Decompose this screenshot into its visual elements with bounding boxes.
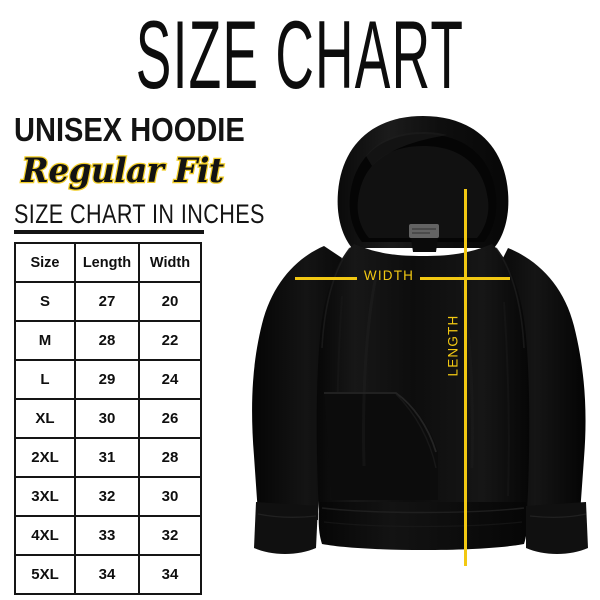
cell-width: 30 — [138, 476, 202, 517]
cell-length: 32 — [74, 476, 140, 517]
cell-width: 32 — [138, 515, 202, 556]
table-row: S 27 20 — [14, 281, 202, 322]
cell-length: 30 — [74, 398, 140, 439]
product-type-heading: UNISEX HOODIE — [14, 111, 245, 148]
cell-size: 5XL — [14, 554, 76, 595]
info-panel: UNISEX HOODIE Regular Fit SIZE CHART IN … — [14, 111, 264, 595]
cell-length: 28 — [74, 320, 140, 361]
cell-size: XL — [14, 398, 76, 439]
table-caption: SIZE CHART IN INCHES — [14, 199, 265, 229]
cell-length: 33 — [74, 515, 140, 556]
cell-width: 24 — [138, 359, 202, 400]
page-title: SIZE CHART — [135, 1, 465, 110]
cell-size: 4XL — [14, 515, 76, 556]
cell-width: 20 — [138, 281, 202, 322]
cell-length: 29 — [74, 359, 140, 400]
cell-width: 28 — [138, 437, 202, 478]
cell-width: 22 — [138, 320, 202, 361]
cell-size: M — [14, 320, 76, 361]
table-header-row: Size Length Width — [14, 242, 202, 283]
cell-width: 26 — [138, 398, 202, 439]
cell-width: 34 — [138, 554, 202, 595]
cell-size: L — [14, 359, 76, 400]
table-row: 5XL 34 34 — [14, 554, 202, 595]
cell-length: 27 — [74, 281, 140, 322]
table-row: XL 30 26 — [14, 398, 202, 439]
column-header-length: Length — [74, 242, 140, 283]
fit-type-heading: Regular Fit — [20, 150, 225, 193]
table-row: 3XL 32 30 — [14, 476, 202, 517]
cell-length: 34 — [74, 554, 140, 595]
cell-size: 2XL — [14, 437, 76, 478]
cell-size: S — [14, 281, 76, 322]
size-table: Size Length Width S 27 20 M 28 22 L — [14, 242, 202, 595]
table-row: L 29 24 — [14, 359, 202, 400]
cell-size: 3XL — [14, 476, 76, 517]
table-row: M 28 22 — [14, 320, 202, 361]
cell-length: 31 — [74, 437, 140, 478]
table-row: 4XL 33 32 — [14, 515, 202, 556]
caption-underline — [14, 230, 204, 234]
table-row: 2XL 31 28 — [14, 437, 202, 478]
neck-label-tag-icon — [409, 224, 439, 238]
hoodie-garment-icon — [252, 116, 588, 554]
column-header-width: Width — [138, 242, 202, 283]
column-header-size: Size — [14, 242, 76, 283]
hoodie-illustration — [246, 96, 600, 584]
